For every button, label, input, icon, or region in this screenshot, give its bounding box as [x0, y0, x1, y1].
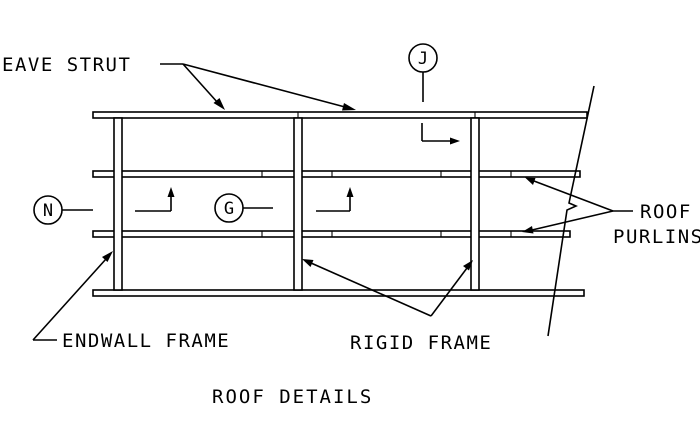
- eave-strut-member: [92, 111, 588, 119]
- section-cut-j: [421, 123, 460, 145]
- rigid-frame-leaders: [302, 259, 473, 317]
- marker-n-text: N: [43, 201, 53, 221]
- endwall-frame-member: [113, 117, 123, 291]
- roof-purlins-leaders: [522, 177, 633, 234]
- marker-g-text: G: [224, 199, 234, 219]
- endwall-frame-leader: [32, 251, 113, 341]
- eave-strut-label: EAVE STRUT: [2, 54, 131, 76]
- bottom-purlin: [92, 289, 585, 297]
- marker-j: J: [408, 43, 438, 102]
- break-line: [547, 85, 595, 337]
- frames: [113, 117, 480, 291]
- section-cut-n: [135, 187, 175, 212]
- rigid-frame-label: RIGID FRAME: [350, 332, 492, 354]
- endwall-frame-label: ENDWALL FRAME: [62, 330, 230, 352]
- roof-details-title: ROOF DETAILS: [212, 386, 373, 408]
- rigid-frame-member-2: [470, 117, 480, 291]
- section-cut-g: [316, 187, 354, 212]
- rigid-frame-member-1: [293, 117, 303, 291]
- roof-purlins-label-line1: ROOF: [640, 201, 692, 223]
- marker-n: N: [33, 195, 93, 225]
- roof-purlin-1: [92, 170, 581, 178]
- roof-purlins-label-line2: PURLINS: [613, 226, 700, 248]
- marker-g: G: [214, 193, 273, 223]
- marker-j-text: J: [418, 49, 428, 69]
- purlin-lines: [92, 111, 588, 297]
- eave-strut-leaders: [160, 63, 356, 111]
